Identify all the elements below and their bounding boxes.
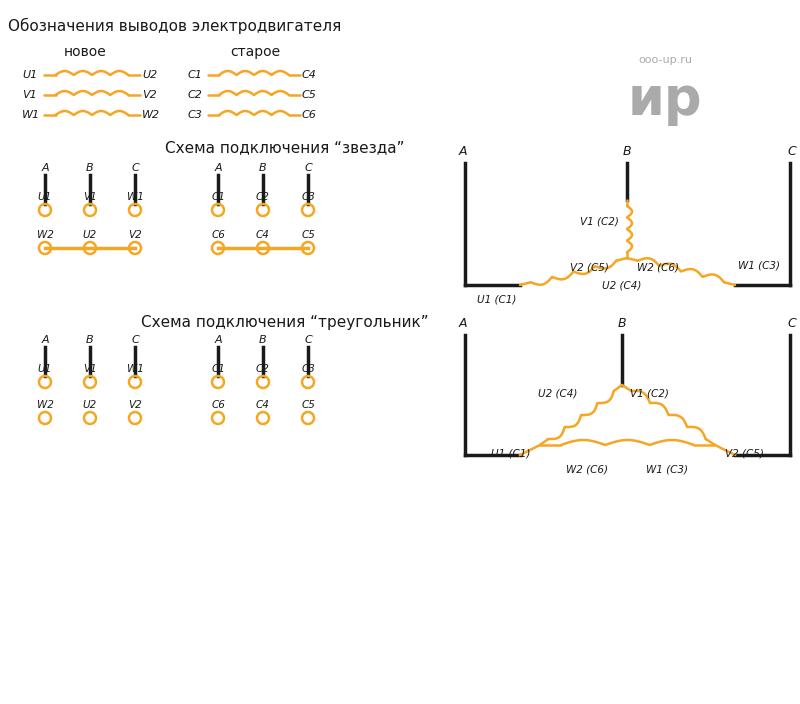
Text: C2: C2 — [256, 192, 270, 202]
Text: A: A — [458, 317, 467, 330]
Text: C3: C3 — [301, 192, 315, 202]
Text: C4: C4 — [302, 70, 317, 80]
Text: C: C — [788, 317, 796, 330]
Text: W2 (C6): W2 (C6) — [566, 464, 608, 474]
Text: C5: C5 — [301, 230, 315, 240]
Text: C3: C3 — [301, 364, 315, 374]
Text: V2: V2 — [142, 90, 157, 100]
Text: W2: W2 — [37, 230, 54, 240]
Text: A: A — [41, 335, 49, 345]
Text: W1: W1 — [126, 364, 143, 374]
Text: B: B — [259, 163, 267, 173]
Text: U2 (C4): U2 (C4) — [538, 389, 577, 399]
Text: V2 (C5): V2 (C5) — [725, 449, 764, 459]
Text: V1 (C2): V1 (C2) — [580, 217, 619, 227]
Text: A: A — [458, 145, 467, 158]
Text: C3: C3 — [188, 110, 203, 120]
Text: старое: старое — [230, 45, 280, 59]
Text: W1 (C3): W1 (C3) — [646, 464, 688, 474]
Text: V2 (C5): V2 (C5) — [570, 263, 609, 273]
Text: C5: C5 — [301, 400, 315, 410]
Text: V2: V2 — [128, 230, 142, 240]
Text: C4: C4 — [256, 400, 270, 410]
Text: A: A — [214, 163, 222, 173]
Text: U1: U1 — [38, 192, 52, 202]
Text: C6: C6 — [302, 110, 317, 120]
Text: U1 (C1): U1 (C1) — [490, 449, 530, 459]
Text: новое: новое — [64, 45, 106, 59]
Text: C: C — [788, 145, 796, 158]
Text: W2: W2 — [142, 110, 160, 120]
Text: U1: U1 — [22, 70, 38, 80]
Text: C: C — [304, 163, 312, 173]
Text: C1: C1 — [188, 70, 203, 80]
Text: W1: W1 — [126, 192, 143, 202]
Text: V1: V1 — [22, 90, 37, 100]
Text: C2: C2 — [256, 364, 270, 374]
Text: U1 (C1): U1 (C1) — [477, 294, 516, 304]
Text: W2 (C6): W2 (C6) — [637, 263, 679, 273]
Text: C5: C5 — [302, 90, 317, 100]
Text: A: A — [214, 335, 222, 345]
Text: C4: C4 — [256, 230, 270, 240]
Text: Схема подключения “треугольник”: Схема подключения “треугольник” — [141, 315, 429, 329]
Text: Схема подключения “звезда”: Схема подключения “звезда” — [166, 141, 405, 156]
Text: C6: C6 — [211, 230, 225, 240]
Text: B: B — [86, 163, 94, 173]
Text: C: C — [131, 163, 139, 173]
Text: Обозначения выводов электродвигателя: Обозначения выводов электродвигателя — [8, 18, 342, 34]
Text: V1: V1 — [83, 364, 97, 374]
Text: U2: U2 — [142, 70, 158, 80]
Text: B: B — [622, 145, 631, 158]
Text: C2: C2 — [188, 90, 203, 100]
Text: C1: C1 — [211, 364, 225, 374]
Text: V1: V1 — [83, 192, 97, 202]
Text: U1: U1 — [38, 364, 52, 374]
Text: ooo-up.ru: ooo-up.ru — [638, 55, 692, 65]
Text: B: B — [259, 335, 267, 345]
Text: V1 (C2): V1 (C2) — [630, 389, 669, 399]
Text: C1: C1 — [211, 192, 225, 202]
Text: B: B — [618, 317, 626, 330]
Text: U2 (C4): U2 (C4) — [602, 280, 642, 290]
Text: C6: C6 — [211, 400, 225, 410]
Text: A: A — [41, 163, 49, 173]
Text: W1: W1 — [22, 110, 40, 120]
Text: W2: W2 — [37, 400, 54, 410]
Text: C: C — [304, 335, 312, 345]
Text: U2: U2 — [83, 230, 97, 240]
Text: C: C — [131, 335, 139, 345]
Text: V2: V2 — [128, 400, 142, 410]
Text: U2: U2 — [83, 400, 97, 410]
Text: B: B — [86, 335, 94, 345]
Text: W1 (C3): W1 (C3) — [738, 261, 780, 271]
Text: ир: ир — [628, 74, 702, 126]
